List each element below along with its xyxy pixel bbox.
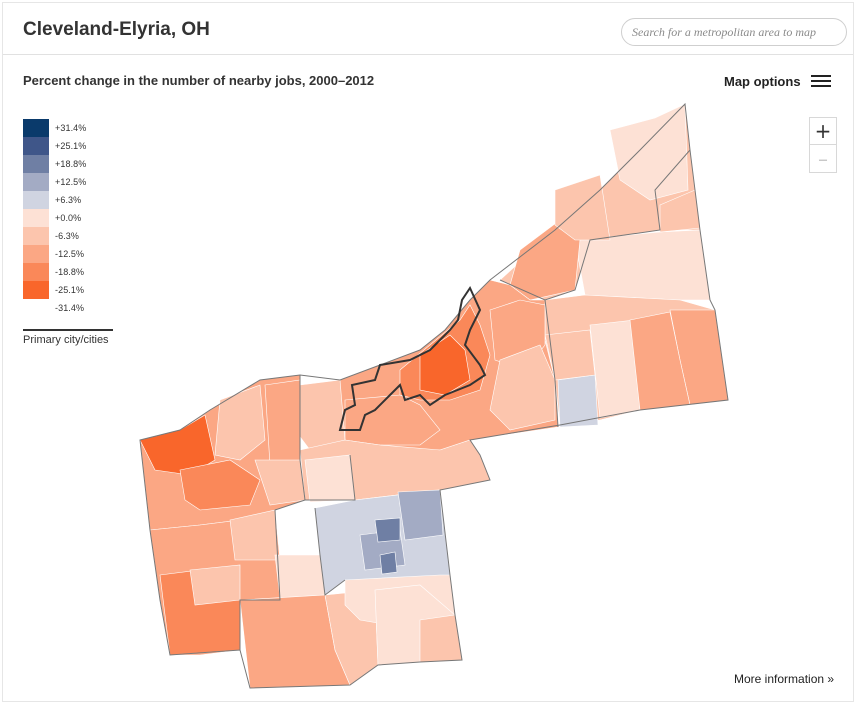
legend-item: +25.1%	[23, 137, 86, 155]
legend-item: -31.4%	[23, 299, 86, 317]
legend-swatch	[23, 227, 49, 245]
map-region	[554, 174, 611, 241]
page-title: Cleveland-Elyria, OH	[23, 19, 210, 40]
zoom-in-button[interactable]: +	[809, 117, 837, 145]
legend-item: +12.5%	[23, 173, 86, 191]
legend-swatch	[23, 191, 49, 209]
header-bar: Cleveland-Elyria, OH	[3, 3, 853, 55]
map-region	[379, 551, 398, 575]
legend-swatch	[23, 209, 49, 227]
map-region	[214, 384, 266, 461]
legend-swatch	[23, 137, 49, 155]
legend-label: +31.4%	[55, 123, 87, 133]
legend-item: -6.3%	[23, 227, 86, 245]
legend-swatch	[23, 173, 49, 191]
primary-city-boundary	[338, 285, 487, 431]
primary-city-label: Primary city/cities	[23, 334, 109, 346]
legend-swatch	[23, 263, 49, 281]
county-regions	[139, 103, 729, 689]
legend-swatch	[23, 155, 49, 173]
legend-swatch	[23, 119, 49, 137]
legend-item: -25.1%	[23, 281, 86, 299]
legend-label: -6.3%	[55, 231, 80, 241]
map-region	[609, 103, 689, 201]
zoom-controls: + –	[809, 117, 837, 173]
legend-label: +12.5%	[55, 177, 87, 187]
map-region	[374, 517, 401, 543]
legend-label: +0.0%	[55, 213, 82, 223]
metro-search-input[interactable]	[621, 18, 847, 46]
map-region	[419, 334, 471, 396]
map-region	[294, 379, 346, 451]
legend-swatch	[23, 245, 49, 263]
county-borders	[139, 102, 729, 689]
legend-item: -18.8%	[23, 263, 86, 281]
more-information-link[interactable]: More information »	[734, 672, 835, 686]
legend-item: +6.3%	[23, 191, 86, 209]
legend-label: -18.8%	[55, 267, 85, 277]
map-legend: +31.4% +25.1% +18.8% +12.5% +6.3% +0.0% …	[23, 119, 86, 317]
legend-item: +18.8%	[23, 155, 86, 173]
legend-label: -25.1%	[55, 285, 85, 295]
legend-swatch	[23, 299, 49, 317]
map-region	[544, 329, 596, 381]
legend-item: -12.5%	[23, 245, 86, 263]
map-region	[189, 564, 241, 606]
legend-item: +0.0%	[23, 209, 86, 227]
legend-label: -31.4%	[55, 303, 85, 313]
primary-city-legend: Primary city/cities	[23, 329, 113, 346]
hamburger-icon	[810, 74, 831, 88]
primary-city-line	[23, 329, 113, 331]
legend-item: +31.4%	[23, 119, 86, 137]
map-region	[274, 554, 326, 599]
map-region	[179, 459, 261, 511]
map-region	[629, 311, 691, 411]
zoom-out-button[interactable]: –	[809, 145, 837, 173]
map-options-button[interactable]: Map options	[724, 72, 831, 90]
map-region	[489, 344, 556, 431]
legend-label: +18.8%	[55, 159, 87, 169]
map-options-label: Map options	[724, 73, 801, 89]
legend-label: +6.3%	[55, 195, 82, 205]
map-region	[264, 379, 301, 466]
map-region	[304, 454, 356, 503]
legend-label: +25.1%	[55, 141, 87, 151]
legend-swatch	[23, 281, 49, 299]
map-region	[574, 229, 711, 301]
map-subtitle: Percent change in the number of nearby j…	[23, 73, 375, 88]
legend-label: -12.5%	[55, 249, 85, 259]
map-region	[397, 489, 444, 541]
